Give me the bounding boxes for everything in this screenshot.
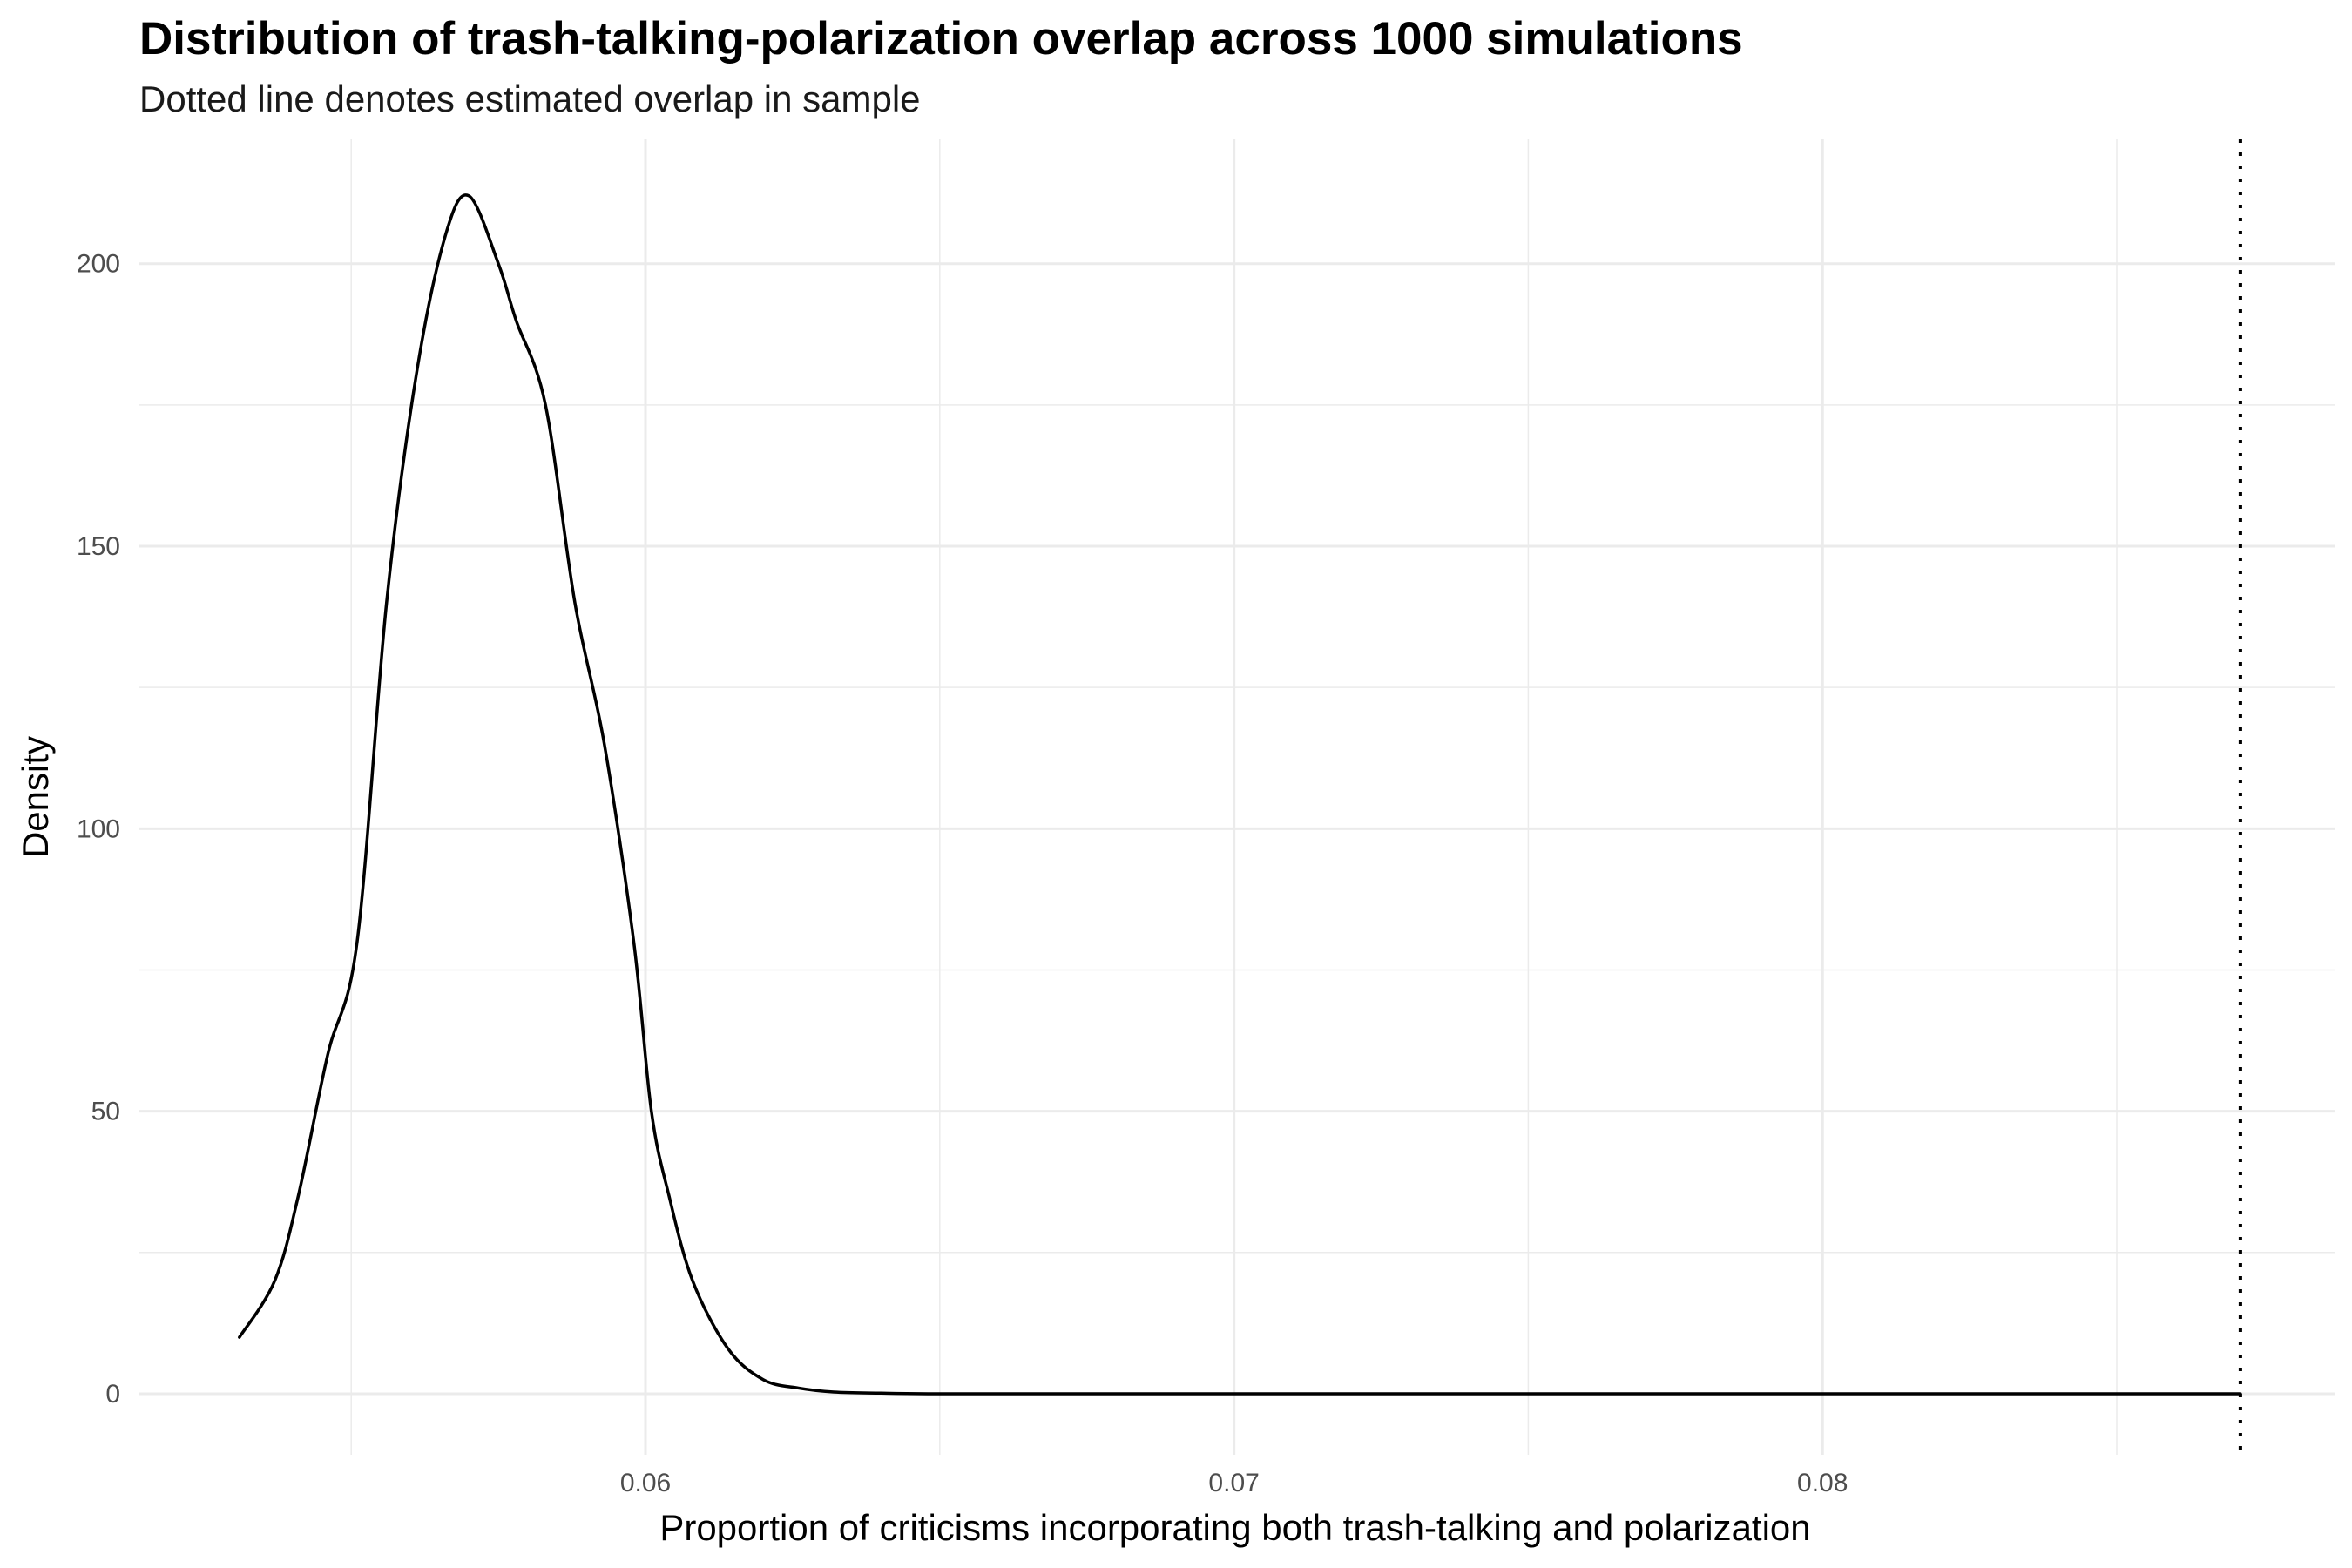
grid [139,139,2335,1455]
chart-subtitle: Dotted line denotes estimated overlap in… [139,78,921,119]
y-tick-label: 150 [77,532,120,561]
x-tick-label: 0.07 [1208,1469,1259,1497]
y-tick-label: 50 [91,1098,120,1126]
x-tick-label: 0.06 [620,1469,671,1497]
x-tick-label: 0.08 [1797,1469,1848,1497]
series-layer [238,193,2242,1396]
x-axis-title: Proportion of criticisms incorporating b… [659,1507,1810,1548]
density-curve [238,193,2242,1396]
y-tick-label: 0 [105,1380,120,1409]
y-tick-label: 100 [77,814,120,843]
tick-labels: 0.06 0.07 0.08 0 50 100 150 200 [77,250,1848,1497]
y-tick-label: 200 [77,250,120,279]
chart-title: Distribution of trash-talking-polarizati… [139,13,1743,64]
y-axis-title: Density [15,736,56,858]
